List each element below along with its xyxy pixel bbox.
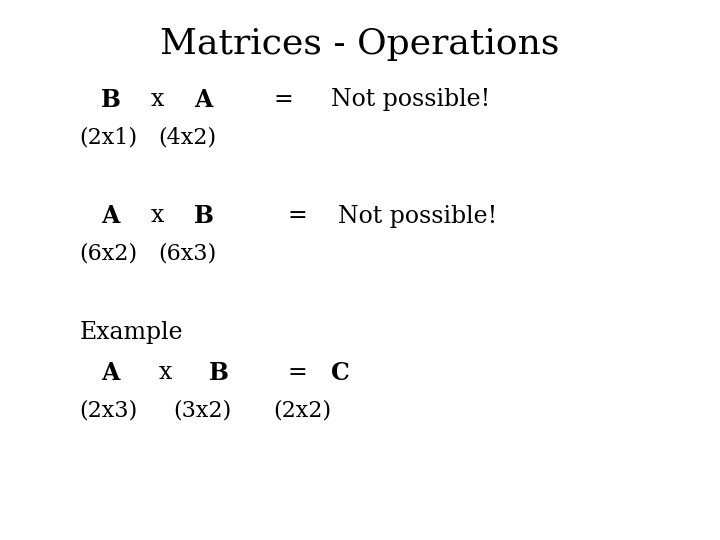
Text: A: A bbox=[101, 361, 120, 384]
Text: (2x2): (2x2) bbox=[274, 400, 332, 421]
Text: Not possible!: Not possible! bbox=[338, 205, 498, 227]
Text: (4x2): (4x2) bbox=[158, 127, 217, 148]
Text: B: B bbox=[194, 204, 215, 228]
Text: =: = bbox=[288, 361, 307, 384]
Text: B: B bbox=[101, 88, 121, 112]
Text: C: C bbox=[331, 361, 350, 384]
Text: Example: Example bbox=[79, 321, 183, 343]
Text: Matrices - Operations: Matrices - Operations bbox=[161, 27, 559, 61]
Text: (2x3): (2x3) bbox=[79, 400, 138, 421]
Text: A: A bbox=[194, 88, 213, 112]
Text: =: = bbox=[288, 205, 307, 227]
Text: (2x1): (2x1) bbox=[79, 127, 138, 148]
Text: (6x2): (6x2) bbox=[79, 243, 138, 265]
Text: A: A bbox=[101, 204, 120, 228]
Text: (6x3): (6x3) bbox=[158, 243, 217, 265]
Text: Not possible!: Not possible! bbox=[331, 89, 490, 111]
Text: x: x bbox=[151, 89, 164, 111]
Text: B: B bbox=[209, 361, 229, 384]
Text: (3x2): (3x2) bbox=[173, 400, 231, 421]
Text: x: x bbox=[158, 361, 171, 384]
Text: =: = bbox=[274, 89, 293, 111]
Text: x: x bbox=[151, 205, 164, 227]
